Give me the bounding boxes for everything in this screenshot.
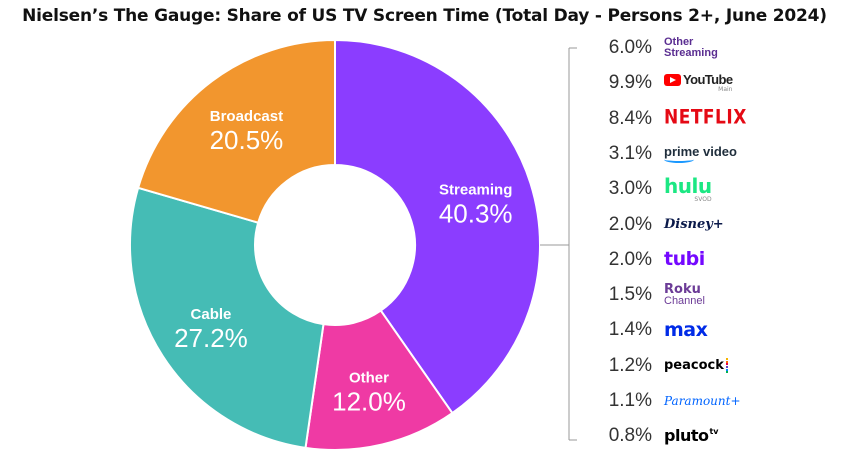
logo-text-2: Streaming [664,47,718,59]
logo-text: pluto [664,426,709,446]
service-share-value: 9.9% [608,72,652,94]
slice-label-cable: Cable [191,306,232,323]
service-share-value: 3.1% [608,142,652,164]
logo-text-2: tv [709,427,719,437]
donut-slice-streaming [334,38,541,415]
logo-subtext: SVOD [694,195,712,203]
service-share-value: 1.1% [608,390,652,411]
service-share-value: 6.0% [608,37,652,58]
service-share-value: 1.4% [608,319,652,341]
slice-value-other: 12.0% [332,387,406,417]
service-share-value: 3.0% [608,178,652,200]
paramount-plus-logo: Paramount+ [664,395,741,407]
slice-value-broadcast: 20.5% [210,125,284,155]
slice-value-streaming: 40.3% [439,199,513,229]
peacock-logo: peacock [664,358,728,374]
service-share-value: 1.5% [608,284,652,306]
logo-text: NETFLIX [664,106,747,130]
streaming-breakdown-row: 2.0% Disney+ [592,208,724,242]
streaming-breakdown-row: 1.5% Roku Channel [592,278,705,312]
streaming-breakdown-row: 1.1% Paramount+ [592,384,741,418]
streaming-breakdown-row: 0.8% pluto tv [592,419,719,453]
logo-text: Disney+ [664,217,724,232]
logo-text: Other [664,36,694,48]
peacock-dots-icon [725,358,728,374]
logo-text: max [664,318,708,341]
donut-slice-cable [129,186,325,449]
prime-video-logo: prime video [664,145,737,163]
streaming-breakdown-row: 3.0% hulu SVOD [592,172,712,206]
pluto-tv-logo: pluto tv [664,428,719,444]
service-share-value: 0.8% [608,425,652,447]
tubi-logo: tubi [664,250,705,269]
other-streaming-text: Other Streaming [664,37,718,59]
streaming-breakdown-row: 8.4% NETFLIX [592,102,747,136]
streaming-breakdown-row: 3.1% prime video [592,137,737,171]
prime-smile-icon [664,156,694,163]
logo-text: Paramount+ [664,394,741,408]
slice-value-cable: 27.2% [174,323,248,353]
logo-text: prime video [664,143,737,159]
slice-label-broadcast: Broadcast [210,108,283,125]
service-share-value: 2.0% [608,248,652,270]
disney-plus-logo: Disney+ [664,218,724,231]
streaming-breakdown-row: 2.0% tubi [592,243,706,277]
logo-subtext: Main [718,86,733,94]
logo-text: peacock [664,358,724,374]
max-logo: max [664,318,708,341]
youtube-logo: YouTube Main [664,72,733,94]
roku-channel-logo: Roku Channel [664,283,705,307]
youtube-play-icon [664,73,681,86]
logo-text: hulu [664,173,712,198]
service-share-value: 8.4% [608,107,652,129]
donut-slice-broadcast [136,38,336,224]
streaming-breakdown-row: 1.2% peacock [592,349,728,383]
streaming-breakdown-row: 1.4% max [592,313,708,347]
slice-label-streaming: Streaming [439,182,512,199]
logo-text: YouTube [683,72,733,88]
streaming-breakdown-row: 9.9% YouTube Main [592,66,733,100]
chart-title: Nielsen’s The Gauge: Share of US TV Scre… [22,6,827,26]
netflix-logo: NETFLIX [664,106,747,130]
logo-text-2: Channel [664,295,705,308]
logo-text: Roku [664,282,701,298]
slice-label-other: Other [349,370,389,387]
service-share-value: 1.2% [608,354,652,376]
logo-text: tubi [664,248,705,271]
streaming-breakdown-row: 6.0% Other Streaming [592,31,718,65]
service-share-value: 2.0% [608,213,652,235]
hulu-logo: hulu SVOD [664,176,712,203]
